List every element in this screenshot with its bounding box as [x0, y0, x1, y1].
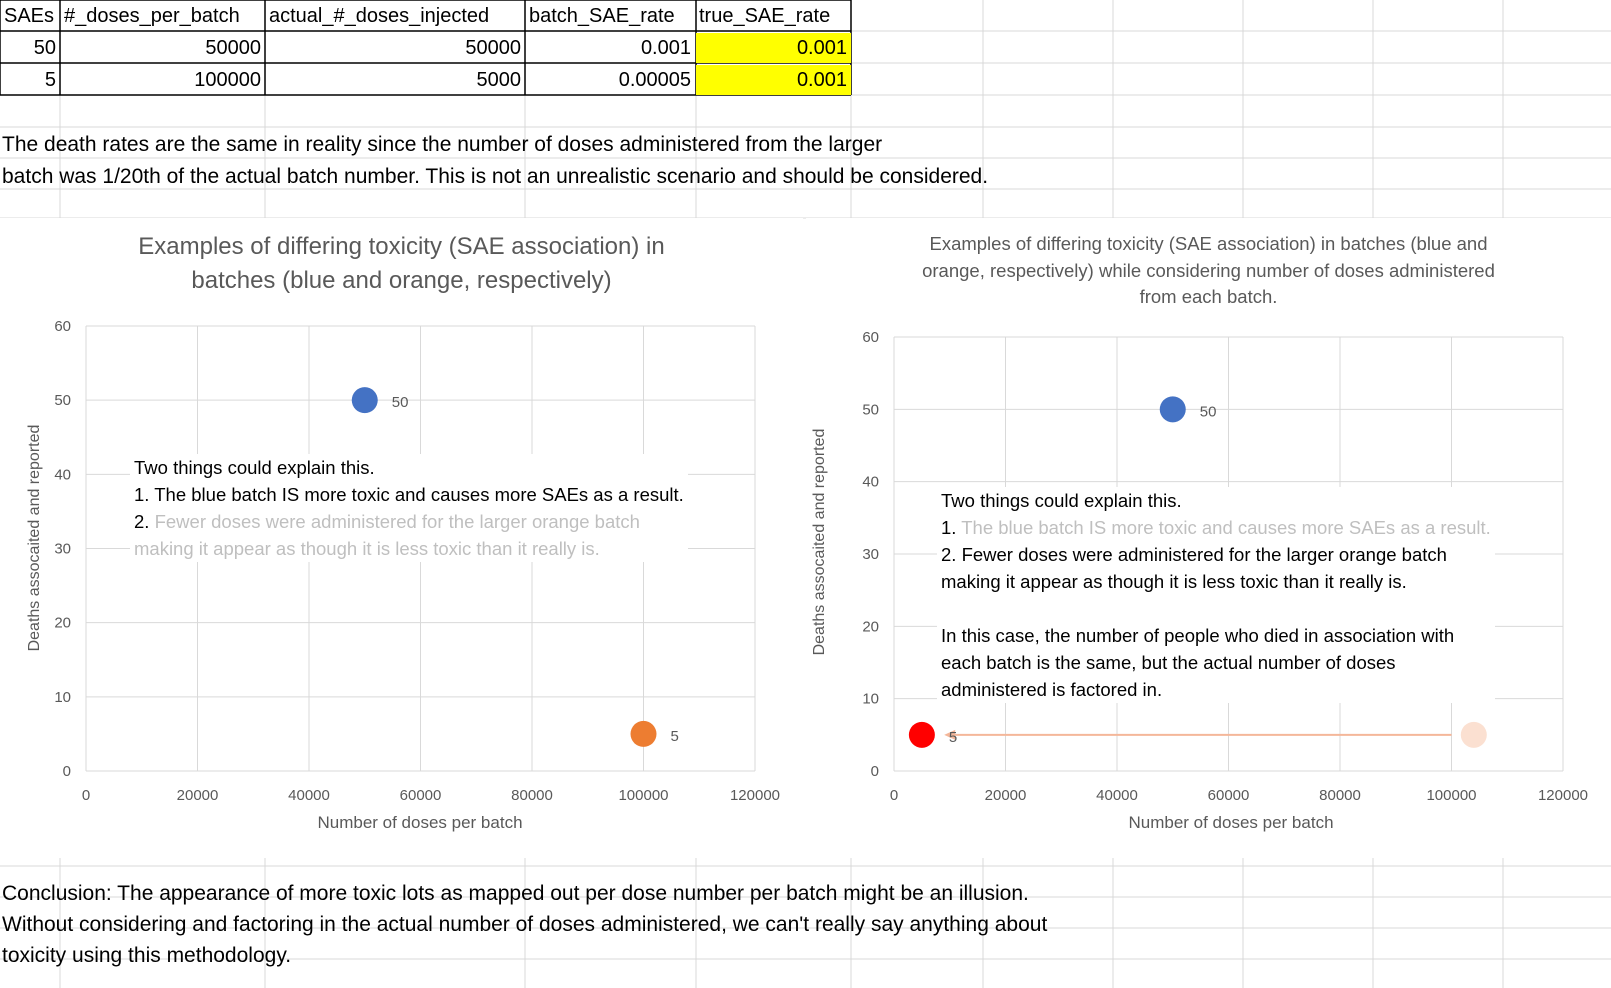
- explanation-line-1[interactable]: The death rates are the same in reality …: [2, 133, 883, 156]
- y-tick-label: 20: [862, 618, 879, 635]
- y-tick-label: 0: [63, 763, 71, 780]
- chart-right-ylabel: Deaths assocaited and reported: [811, 428, 828, 656]
- x-tick-label: 0: [890, 787, 898, 804]
- data-point: [630, 720, 657, 747]
- x-tick-label: 100000: [1426, 787, 1476, 804]
- data-label: 50: [1200, 403, 1217, 420]
- data-point: [908, 721, 935, 748]
- chart-right-annotation: Two things could explain this. 1. The bl…: [937, 487, 1495, 703]
- header-doses-per-batch[interactable]: #_doses_per_batch: [64, 5, 240, 27]
- x-tick-label: 20000: [985, 787, 1027, 804]
- shift-arrow-head: [944, 729, 956, 740]
- x-tick-label: 0: [82, 787, 90, 804]
- cell-r1-batch-rate[interactable]: 0.001: [640, 37, 691, 59]
- header-saes[interactable]: SAEs: [4, 5, 55, 27]
- x-tick-label: 60000: [1208, 787, 1250, 804]
- x-tick-label: 80000: [511, 787, 553, 804]
- data-point: [351, 387, 378, 414]
- cell-r1-injected[interactable]: 50000: [465, 37, 521, 59]
- chart-left-title: Examples of differing toxicity (SAE asso…: [138, 233, 665, 294]
- data-point: [1460, 721, 1487, 748]
- data-label: 5: [949, 729, 957, 746]
- chart-left-annotation: Two things could explain this. 1. The bl…: [130, 454, 688, 562]
- y-tick-label: 10: [54, 689, 71, 706]
- cell-r2-batch-rate[interactable]: 0.00005: [618, 69, 691, 91]
- explanation-line-2[interactable]: batch was 1/20th of the actual batch num…: [2, 165, 989, 188]
- y-tick-label: 40: [862, 474, 879, 491]
- y-tick-label: 30: [54, 541, 71, 558]
- data-label: 5: [671, 728, 679, 745]
- chart-left[interactable]: Examples of differing toxicity (SAE asso…: [0, 218, 803, 858]
- header-batch-sae-rate[interactable]: batch_SAE_rate: [529, 5, 675, 27]
- data-label: 50: [392, 394, 409, 411]
- cell-r2-injected[interactable]: 5000: [476, 69, 522, 91]
- cell-r2-doses[interactable]: 100000: [194, 69, 261, 91]
- conclusion-line-3[interactable]: toxicity using this methodology.: [2, 944, 292, 967]
- header-actual-doses-injected[interactable]: actual_#_doses_injected: [269, 5, 490, 27]
- cell-r2-saes[interactable]: 5: [44, 69, 56, 91]
- x-tick-label: 120000: [730, 787, 780, 804]
- chart-right-xlabel: Number of doses per batch: [1128, 813, 1334, 832]
- chart-right-title: Examples of differing toxicity (SAE asso…: [922, 233, 1495, 307]
- x-tick-label: 120000: [1538, 787, 1588, 804]
- y-tick-label: 40: [54, 466, 71, 483]
- x-tick-label: 100000: [618, 787, 668, 804]
- y-tick-label: 50: [54, 392, 71, 409]
- chart-left-xlabel: Number of doses per batch: [317, 813, 523, 832]
- y-tick-label: 30: [862, 546, 879, 563]
- cell-r1-saes[interactable]: 50: [33, 37, 56, 59]
- y-tick-label: 10: [862, 691, 879, 708]
- chart-right[interactable]: Examples of differing toxicity (SAE asso…: [806, 218, 1611, 858]
- cell-r2-true-rate[interactable]: 0.001: [696, 65, 851, 95]
- chart-left-ylabel: Deaths assocaited and reported: [26, 424, 43, 652]
- y-tick-label: 20: [54, 615, 71, 632]
- x-tick-label: 40000: [1096, 787, 1138, 804]
- y-tick-label: 60: [54, 318, 71, 335]
- x-tick-label: 80000: [1319, 787, 1361, 804]
- data-point: [1159, 396, 1186, 423]
- y-tick-label: 60: [862, 329, 879, 346]
- y-tick-label: 50: [862, 401, 879, 418]
- x-tick-label: 40000: [288, 787, 330, 804]
- cell-r1-true-rate[interactable]: 0.001: [696, 33, 851, 63]
- x-tick-label: 60000: [400, 787, 442, 804]
- x-tick-label: 20000: [177, 787, 219, 804]
- header-true-sae-rate[interactable]: true_SAE_rate: [699, 5, 831, 27]
- conclusion-line-2[interactable]: Without considering and factoring in the…: [2, 913, 1048, 936]
- cell-r1-doses[interactable]: 50000: [205, 37, 261, 59]
- y-tick-label: 0: [871, 763, 879, 780]
- conclusion-line-1[interactable]: Conclusion: The appearance of more toxic…: [2, 882, 1029, 905]
